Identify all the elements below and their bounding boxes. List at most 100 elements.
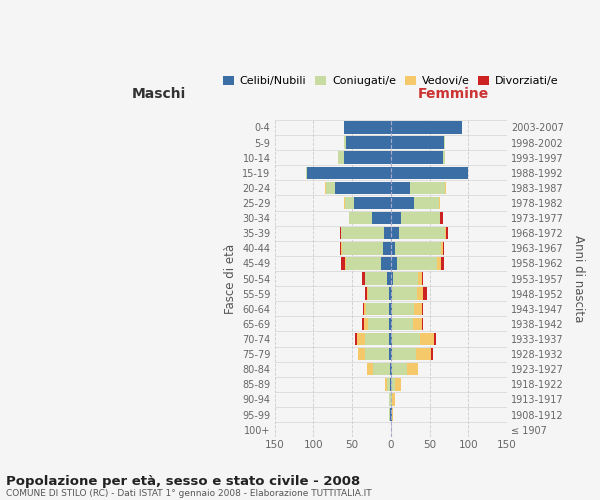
Bar xyxy=(365,348,389,360)
Bar xyxy=(389,333,391,345)
Bar xyxy=(340,242,341,254)
Bar xyxy=(392,288,417,300)
Bar xyxy=(414,197,439,209)
Bar xyxy=(440,212,443,224)
Bar xyxy=(391,288,392,300)
Bar xyxy=(443,136,445,149)
Bar xyxy=(341,242,342,254)
Bar xyxy=(338,152,344,164)
Bar xyxy=(357,333,365,345)
Bar xyxy=(395,242,441,254)
Bar xyxy=(393,272,418,285)
Bar xyxy=(391,378,395,390)
Legend: Celibi/Nubili, Coniugati/e, Vedovi/e, Divorziati/e: Celibi/Nubili, Coniugati/e, Vedovi/e, Di… xyxy=(219,72,563,91)
Bar xyxy=(392,408,393,421)
Bar xyxy=(340,227,341,239)
Bar xyxy=(391,258,397,270)
Bar xyxy=(391,152,443,164)
Bar xyxy=(389,393,391,406)
Bar xyxy=(335,182,391,194)
Bar xyxy=(418,272,422,285)
Bar xyxy=(397,258,437,270)
Bar xyxy=(344,136,346,149)
Bar xyxy=(385,378,387,390)
Bar xyxy=(439,197,440,209)
Bar xyxy=(391,197,414,209)
Bar xyxy=(392,318,413,330)
Text: Maschi: Maschi xyxy=(131,87,185,101)
Bar xyxy=(342,242,383,254)
Y-axis label: Anni di nascita: Anni di nascita xyxy=(572,235,585,322)
Bar xyxy=(364,302,366,315)
Bar xyxy=(434,333,436,345)
Bar xyxy=(344,197,345,209)
Bar xyxy=(372,212,391,224)
Bar xyxy=(441,258,445,270)
Bar xyxy=(389,288,391,300)
Bar xyxy=(389,302,391,315)
Bar xyxy=(431,348,433,360)
Bar xyxy=(391,302,392,315)
Bar xyxy=(325,182,326,194)
Bar xyxy=(390,363,391,376)
Bar xyxy=(307,166,391,179)
Bar xyxy=(392,302,414,315)
Bar xyxy=(364,318,368,330)
Bar xyxy=(344,152,391,164)
Bar xyxy=(445,182,446,194)
Bar xyxy=(443,242,445,254)
Bar xyxy=(392,333,421,345)
Bar xyxy=(417,288,424,300)
Bar xyxy=(345,197,355,209)
Bar xyxy=(446,227,448,239)
Bar xyxy=(414,302,422,315)
Bar xyxy=(326,182,335,194)
Bar xyxy=(366,302,389,315)
Bar xyxy=(345,258,346,270)
Bar xyxy=(392,393,395,406)
Bar xyxy=(365,288,367,300)
Y-axis label: Fasce di età: Fasce di età xyxy=(224,244,236,314)
Bar xyxy=(381,258,391,270)
Bar xyxy=(391,227,398,239)
Bar xyxy=(355,197,391,209)
Bar xyxy=(387,272,391,285)
Bar xyxy=(389,318,391,330)
Bar xyxy=(421,333,434,345)
Bar xyxy=(443,152,445,164)
Bar xyxy=(410,182,445,194)
Bar xyxy=(424,288,427,300)
Bar xyxy=(368,318,389,330)
Bar xyxy=(389,408,390,421)
Bar xyxy=(384,227,391,239)
Bar xyxy=(407,363,418,376)
Bar xyxy=(358,348,365,360)
Text: Popolazione per età, sesso e stato civile - 2008: Popolazione per età, sesso e stato civil… xyxy=(6,474,360,488)
Bar xyxy=(346,136,391,149)
Bar xyxy=(401,212,440,224)
Text: Femmine: Femmine xyxy=(418,87,489,101)
Bar xyxy=(341,258,345,270)
Bar xyxy=(365,333,389,345)
Bar xyxy=(387,378,390,390)
Bar xyxy=(362,272,365,285)
Bar xyxy=(363,302,364,315)
Bar xyxy=(391,212,401,224)
Bar xyxy=(362,318,364,330)
Bar xyxy=(416,348,431,360)
Bar xyxy=(391,272,393,285)
Bar xyxy=(391,122,462,134)
Bar xyxy=(341,227,384,239)
Bar xyxy=(391,182,410,194)
Bar xyxy=(389,348,391,360)
Bar xyxy=(373,363,390,376)
Bar xyxy=(349,212,372,224)
Bar xyxy=(391,318,392,330)
Bar xyxy=(392,348,416,360)
Bar xyxy=(346,258,381,270)
Bar xyxy=(395,378,401,390)
Bar xyxy=(391,166,469,179)
Bar xyxy=(391,408,392,421)
Bar xyxy=(437,258,441,270)
Bar xyxy=(391,393,392,406)
